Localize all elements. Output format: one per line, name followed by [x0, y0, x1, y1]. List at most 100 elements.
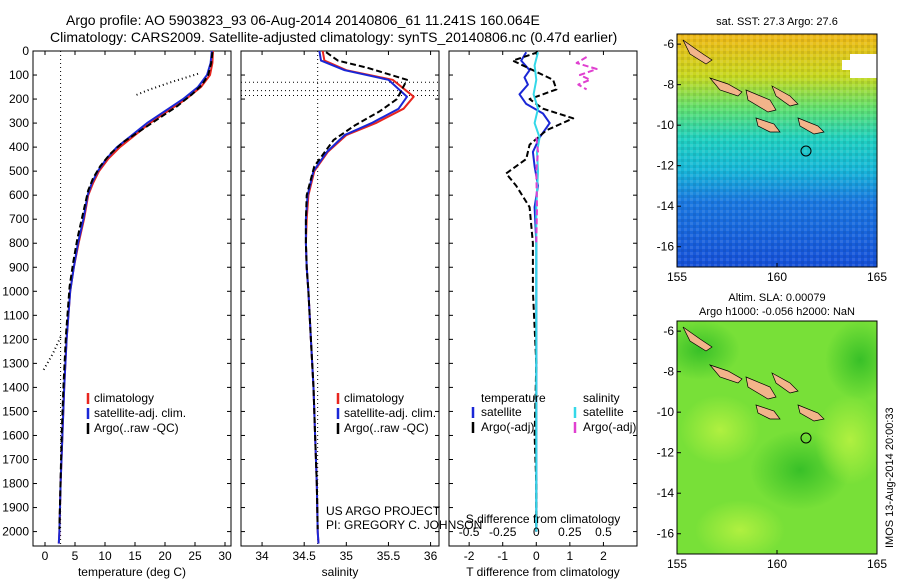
figure-title-line1: Argo profile: AO 5903823_93 06-Aug-2014 …	[66, 12, 540, 28]
sst-speckle	[677, 34, 877, 267]
y-tick-label: 500	[9, 164, 29, 178]
map-y-tick-label: -12	[657, 159, 675, 173]
sla-blob	[695, 500, 785, 554]
y-tick-label: 1500	[2, 404, 29, 418]
sla-map-axes: 155 160 165 -6 -8 -10 -12 -14 -16	[657, 324, 888, 571]
pi-credit: PI: GREGORY C. JOHNSON	[326, 518, 482, 532]
x-tick-label: -1	[497, 549, 508, 563]
legend-label: Argo(..raw -QC)	[344, 421, 429, 435]
map-x-tick-label: 160	[767, 557, 787, 571]
series-line-salinity-satellite	[532, 51, 541, 532]
x-tick-label: 0	[533, 549, 540, 563]
legend-label: Argo(..raw -QC)	[94, 421, 179, 435]
x2-tick-label: -0.25	[489, 525, 517, 539]
coastline	[771, 85, 799, 107]
sst-map-title: sat. SST: 27.3 Argo: 27.6	[716, 16, 838, 28]
project-credit: US ARGO PROJECT	[326, 504, 441, 518]
x2-axis-label: S difference from climatology	[466, 512, 621, 526]
legend-label: Argo(-adj)	[583, 420, 636, 434]
y-tick-label: 100	[9, 68, 29, 82]
sst-map-panel: sat. SST: 27.3 Argo: 27.6 155 160 165 -6 -8 -…	[657, 16, 888, 284]
x2-tick-label: 0.25	[558, 525, 582, 539]
sla-blob	[680, 395, 760, 465]
y-tick-label: 1400	[2, 380, 29, 394]
x-tick-label: 35	[340, 549, 354, 563]
sla-blob	[815, 395, 877, 485]
legend-label: satellite	[481, 405, 522, 419]
legend-label: satellite-adj. clim.	[344, 406, 436, 420]
x2-tick-label: 0	[533, 525, 540, 539]
x2-tick-label: 0.5	[595, 525, 612, 539]
legend-label: satellite-adj. clim.	[94, 406, 186, 420]
x-tick-label: 20	[158, 549, 172, 563]
x-tick-label: 25	[188, 549, 202, 563]
x-tick-label: 35.5	[377, 549, 401, 563]
legend-label: Argo(-adj)	[481, 420, 534, 434]
plot-frame	[240, 50, 440, 547]
y-tick-label: 1300	[2, 356, 29, 370]
sst-map-axes: 155 160 165 -6 -8 -10 -12 -14 -16	[657, 37, 888, 284]
plot-frame	[32, 50, 232, 547]
salinity-panel: 34 34.5 35 35.5 36 salinity climatologysatelli…	[240, 50, 440, 579]
y-tick-label: 800	[9, 236, 29, 250]
legend-header: salinity	[583, 391, 620, 405]
y-tick-label: 1600	[2, 428, 29, 442]
coastline	[708, 77, 743, 97]
y-tick-label: 1900	[2, 501, 29, 515]
x-tick-label: 36	[424, 549, 438, 563]
x-tick-label: 10	[98, 549, 112, 563]
plot-frame	[448, 50, 638, 547]
legend-label: satellite	[583, 405, 624, 419]
map-x-tick-label: 160	[767, 270, 787, 284]
x2-tick-label: -0.5	[459, 525, 480, 539]
y-tick-label: 200	[9, 92, 29, 106]
x-axis-label: temperature (deg C)	[78, 565, 186, 579]
coastline	[755, 117, 781, 133]
float-position-marker	[800, 145, 812, 157]
map-x-tick-label: 165	[867, 557, 887, 571]
sla-blob	[825, 321, 877, 400]
x-axis-label: T difference from climatology	[466, 565, 620, 579]
x-tick-label: 15	[128, 549, 142, 563]
sla-map-subtitle: Argo h1000: -0.056 h2000: NaN	[699, 306, 855, 318]
series-line-salinity-argo-adj-	[535, 137, 539, 244]
series-line-argo-raw-qc-	[304, 51, 408, 530]
temperature-panel: 0 5 10 15 20 25 300100200300400500600700800900…	[2, 44, 232, 579]
x-tick-label: 2	[600, 549, 607, 563]
coastline	[745, 89, 777, 113]
legend-label: climatology	[94, 391, 154, 405]
y-tick-label: 1200	[2, 332, 29, 346]
y-tick-label: 700	[9, 212, 29, 226]
y-tick-label: 1700	[2, 452, 29, 466]
x-tick-label: -2	[464, 549, 475, 563]
map-y-tick-label: -8	[663, 365, 674, 379]
y-tick-label: 2000	[2, 525, 29, 539]
float-position-marker	[800, 432, 812, 444]
x-tick-label: 30	[218, 549, 232, 563]
map-y-tick-label: -6	[663, 37, 674, 51]
difference-panel: -2 -1 0 1 2 T difference from climatology -0.5…	[448, 50, 638, 579]
map-y-tick-label: -6	[663, 324, 674, 338]
sst-missing-patch	[842, 60, 852, 70]
x-axis-label: salinity	[322, 565, 359, 579]
x-tick-label: 34	[255, 549, 269, 563]
timestamp-stamp: IMOS 13-Aug-2014 20:00:33	[884, 407, 896, 548]
series-line-argo-raw-qc-	[58, 52, 214, 530]
map-y-tick-label: -10	[657, 118, 675, 132]
figure-title-line2: Climatology: CARS2009. Satellite-adjuste…	[50, 29, 617, 45]
map-y-tick-label: -16	[657, 240, 675, 254]
legend-header: temperature	[481, 391, 546, 405]
y-tick-label: 400	[9, 140, 29, 154]
coastline	[771, 372, 799, 394]
coastline	[755, 404, 781, 420]
y-tick-label: 0	[22, 44, 29, 58]
x-tick-label: 0	[42, 549, 49, 563]
series-line-salinity-argo-adj-	[575, 56, 598, 91]
y-tick-label: 1000	[2, 284, 29, 298]
coastline	[708, 364, 743, 384]
map-y-tick-label: -12	[657, 446, 675, 460]
y-tick-label: 600	[9, 188, 29, 202]
x-tick-label: 34.5	[293, 549, 317, 563]
coastline	[682, 326, 713, 352]
